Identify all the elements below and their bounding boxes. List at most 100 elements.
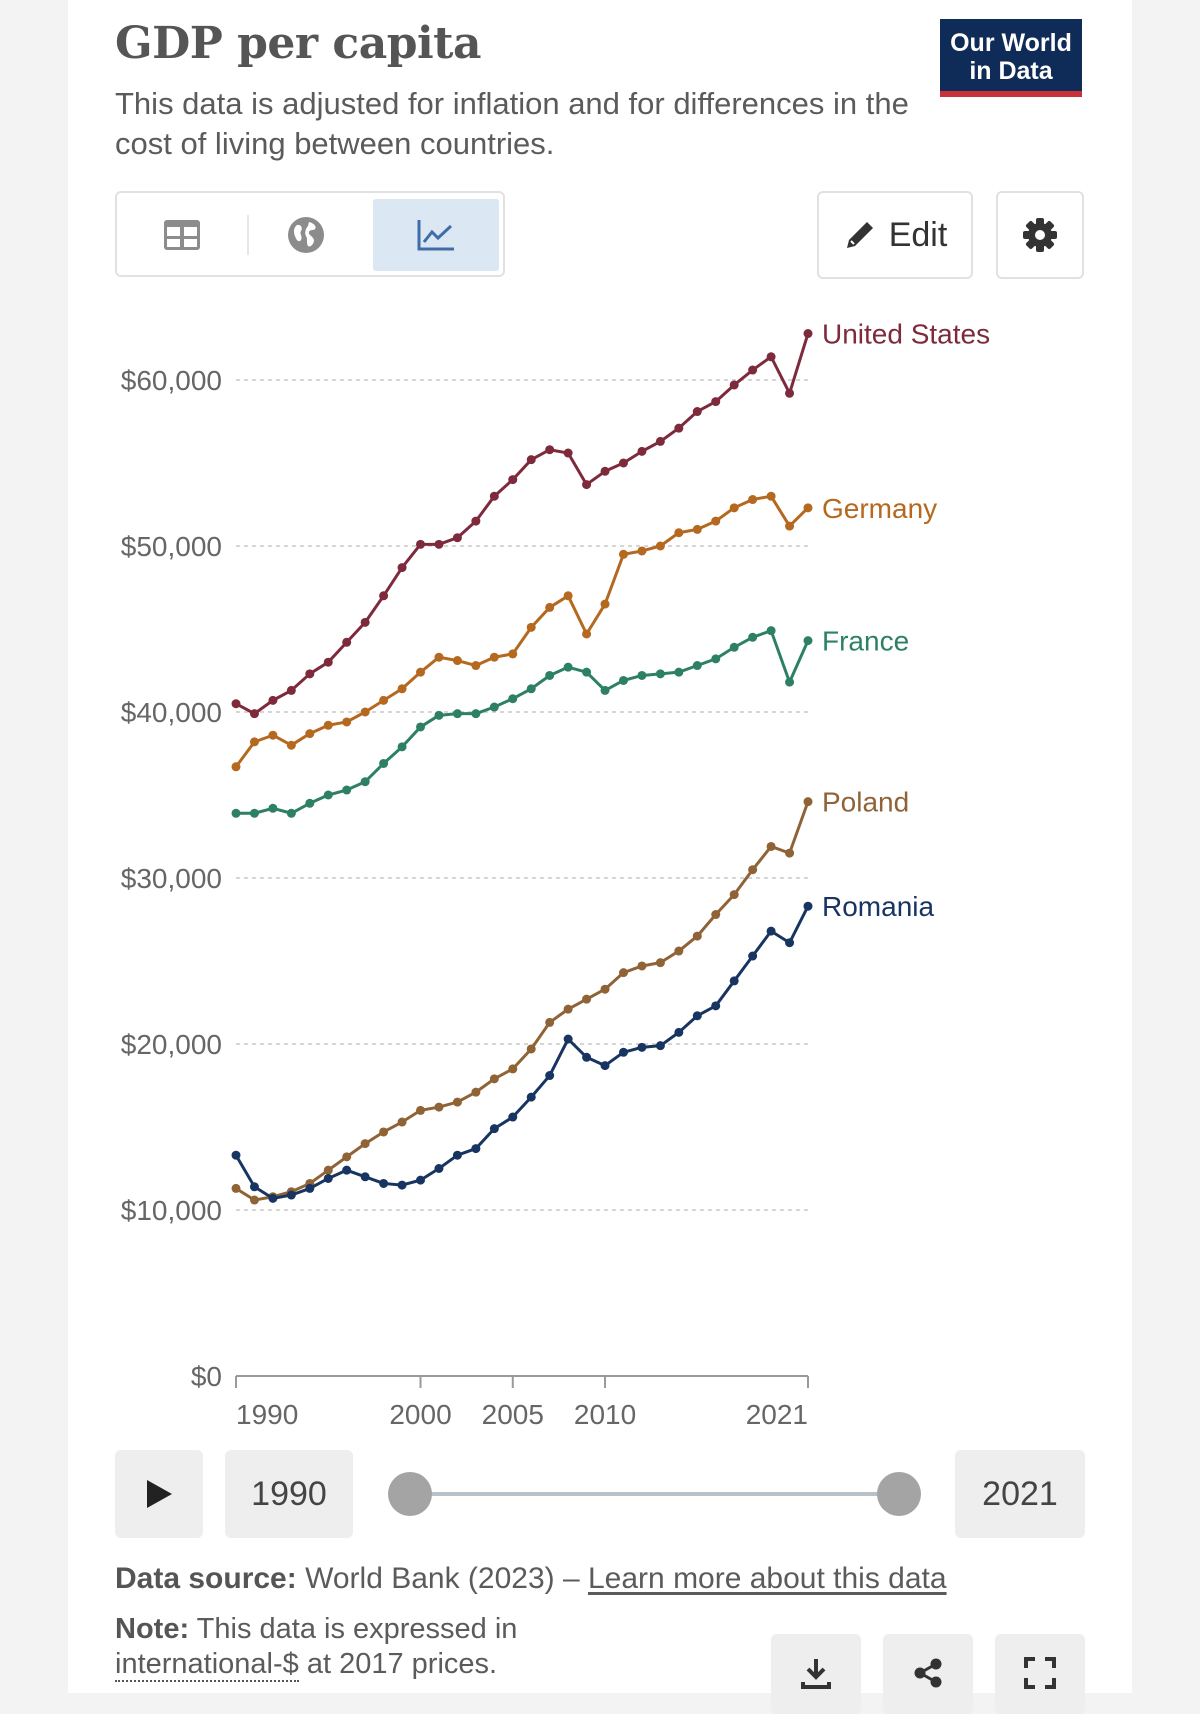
timeline-end-handle[interactable] [877, 1472, 921, 1516]
data-point [563, 448, 573, 458]
data-point [305, 669, 315, 679]
international-dollar-link[interactable]: international-$ [115, 1648, 299, 1682]
data-point [729, 380, 739, 390]
data-point [360, 1172, 370, 1182]
tab-map[interactable] [247, 199, 365, 271]
data-point [286, 808, 296, 818]
share-button[interactable] [883, 1634, 973, 1714]
data-point [655, 1041, 665, 1051]
data-point [545, 445, 555, 455]
fullscreen-button[interactable] [995, 1634, 1085, 1714]
y-tick-label: $60,000 [121, 365, 222, 396]
data-point [305, 1183, 315, 1193]
share-icon [914, 1658, 942, 1688]
data-point [766, 841, 776, 851]
data-point [397, 684, 407, 694]
data-point [803, 503, 813, 513]
series-line [235, 801, 810, 1202]
owid-logo[interactable]: Our World in Data [940, 19, 1082, 97]
chart-title: GDP per capita [115, 18, 482, 69]
data-point [508, 649, 518, 659]
tab-table[interactable] [123, 199, 241, 271]
end-year-box[interactable]: 2021 [955, 1450, 1085, 1538]
edit-button[interactable]: Edit [817, 191, 973, 279]
data-point [748, 632, 758, 642]
data-point [618, 549, 628, 559]
play-button[interactable] [115, 1450, 203, 1538]
tab-line-chart[interactable] [373, 199, 499, 271]
source-text: World Bank (2023) – [305, 1562, 588, 1595]
data-point [674, 667, 684, 677]
data-point [434, 539, 444, 549]
note: Note: This data is expressed in internat… [115, 1612, 675, 1682]
series-label: Germany [822, 493, 937, 524]
note-label: Note: [115, 1613, 190, 1645]
settings-button[interactable] [996, 191, 1084, 279]
data-point [452, 1150, 462, 1160]
series-line [234, 494, 810, 768]
x-tick-label: 2021 [746, 1399, 808, 1430]
pencil-icon [846, 222, 873, 248]
data-point [268, 695, 278, 705]
data-point [489, 1074, 499, 1084]
data-point [268, 730, 278, 740]
data-point [618, 675, 628, 685]
data-point [249, 1195, 259, 1205]
series-label: United States [822, 319, 990, 350]
data-point [748, 951, 758, 961]
data-point [582, 1052, 592, 1062]
data-point [416, 539, 426, 549]
data-point [729, 503, 739, 513]
data-point [600, 599, 610, 609]
series-line [235, 333, 810, 716]
data-point [618, 1047, 628, 1057]
data-point [452, 709, 462, 719]
y-tick-label: $30,000 [121, 863, 222, 894]
data-point [342, 717, 352, 727]
data-point [803, 636, 813, 646]
data-point [729, 890, 739, 900]
data-point [471, 1144, 481, 1154]
data-point [692, 931, 702, 941]
data-point [268, 1193, 278, 1203]
x-tick-label: 2000 [389, 1399, 451, 1430]
y-tick-label: $40,000 [121, 697, 222, 728]
y-tick-label: $20,000 [121, 1029, 222, 1060]
data-point [785, 848, 795, 858]
data-point [489, 1124, 499, 1134]
data-point [711, 516, 721, 526]
data-point [729, 642, 739, 652]
data-point [545, 1017, 555, 1027]
data-point [655, 669, 665, 679]
learn-more-link[interactable]: Learn more about this data [588, 1562, 947, 1595]
timeline-track[interactable] [410, 1492, 900, 1496]
data-point [452, 656, 462, 666]
data-point [508, 475, 518, 485]
data-point [379, 1127, 389, 1137]
timeline-start-handle[interactable] [388, 1472, 432, 1516]
data-point [692, 661, 702, 671]
data-point [416, 722, 426, 732]
data-point [342, 1165, 352, 1175]
data-point [526, 622, 536, 632]
data-point [249, 808, 259, 818]
data-point [637, 446, 647, 456]
note-text-2: at 2017 prices. [298, 1648, 498, 1680]
data-point [582, 480, 592, 490]
data-point [397, 563, 407, 573]
data-point [471, 709, 481, 719]
data-point [637, 1042, 647, 1052]
data-point [766, 352, 776, 362]
data-point [379, 591, 389, 601]
data-point [563, 1034, 573, 1044]
gear-icon [1023, 218, 1057, 252]
data-point [600, 984, 610, 994]
data-point [323, 657, 333, 667]
start-year-box[interactable]: 1990 [225, 1450, 353, 1538]
data-point [711, 654, 721, 664]
data-point [748, 365, 758, 375]
data-point [379, 1178, 389, 1188]
series-line [236, 629, 810, 815]
download-button[interactable] [771, 1634, 861, 1714]
data-point [434, 1102, 444, 1112]
